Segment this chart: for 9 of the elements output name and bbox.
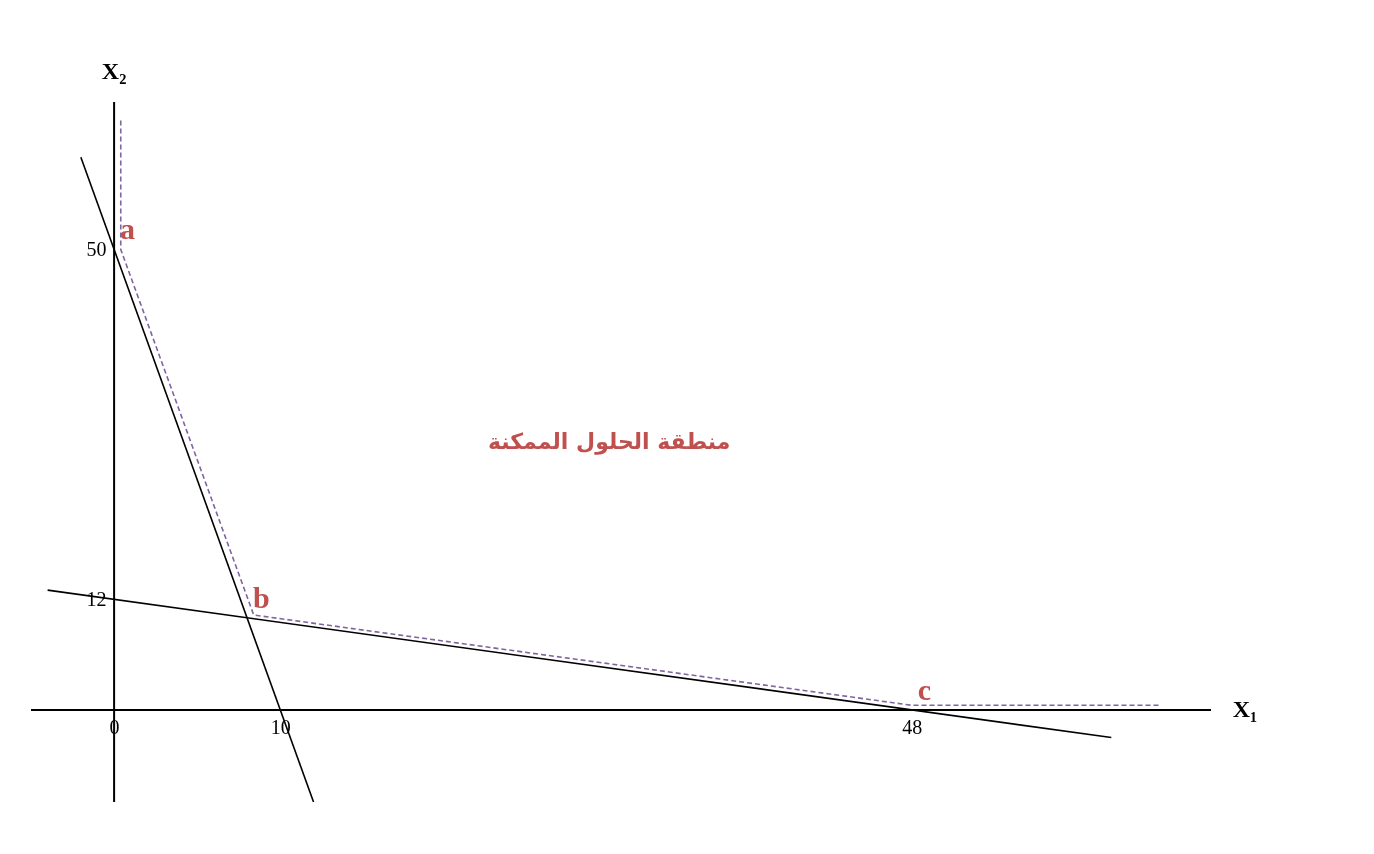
annotation: a [120,212,136,246]
y-axis-title: X₂ [101,58,127,84]
x-tick-label: 48 [902,716,923,739]
line-series [119,119,1162,707]
annotation: c [917,672,932,706]
x-axis-title: X₁ [1232,695,1258,722]
annotation: b [253,580,270,614]
y-tick-label: 50 [86,237,107,260]
annotation: منطقة الحلول الممكنة [487,428,731,455]
